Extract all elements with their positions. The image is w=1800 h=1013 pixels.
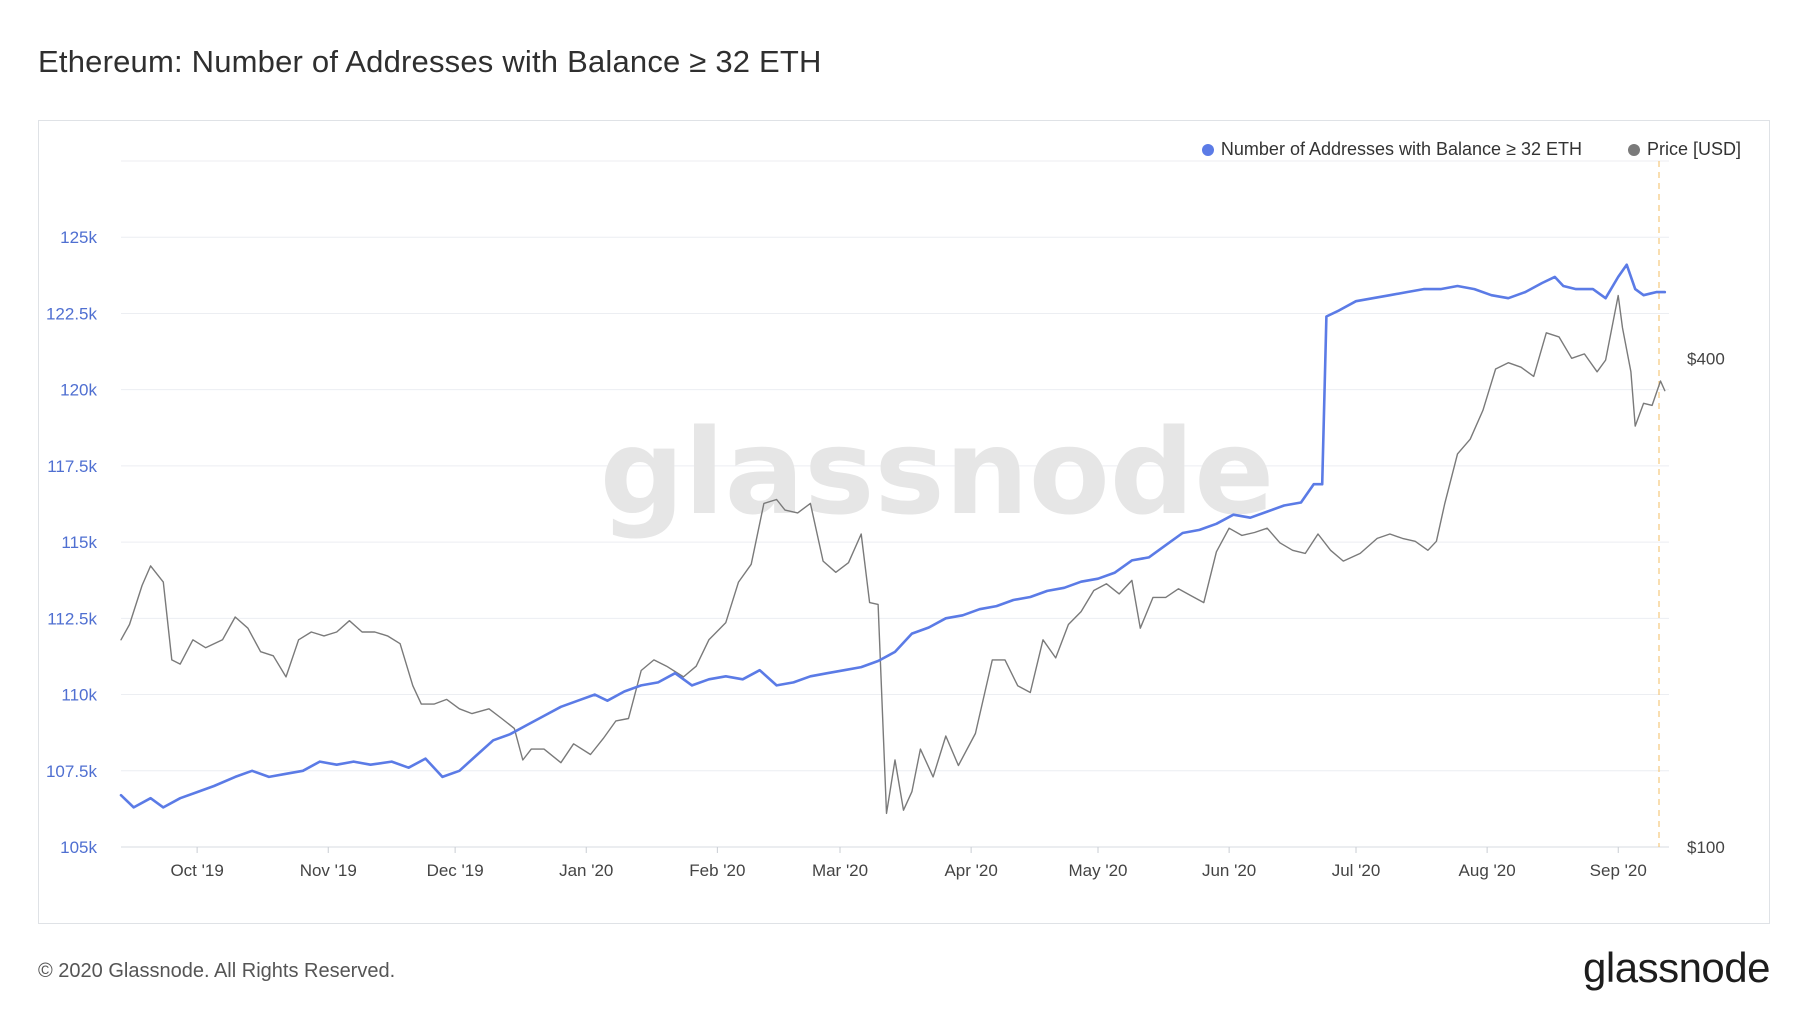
x-axis: Oct '19 Nov '19 Dec '19 Jan '20 Feb '20 Mar '… (170, 847, 1647, 880)
chart-panel: glassnode 105k 107.5k 110k 112.5k 115k 117.5k… (38, 120, 1770, 924)
right-axis-tick-label: $400 (1687, 349, 1725, 368)
x-axis-tick-label: Nov '19 (300, 861, 357, 880)
legend-label-addresses: Number of Addresses with Balance ≥ 32 ET… (1220, 139, 1582, 159)
right-axis: $100 $400 (1687, 349, 1725, 857)
legend-item-addresses[interactable]: Number of Addresses with Balance ≥ 32 ET… (1201, 139, 1582, 160)
grid (121, 160, 1669, 848)
x-axis-tick-label: May '20 (1069, 861, 1128, 880)
legend-item-price[interactable]: Price [USD] (1627, 139, 1741, 160)
x-axis-tick-label: Apr '20 (944, 861, 997, 880)
series-layer (119, 263, 1667, 815)
left-axis-tick-label: 110k (61, 686, 97, 705)
left-axis-tick-label: 122.5k (46, 304, 98, 323)
left-axis-tick-label: 105k (60, 838, 97, 857)
x-axis-tick-label: Oct '19 (170, 861, 223, 880)
legend-dot-price (1627, 143, 1640, 156)
x-axis-tick-label: Sep '20 (1590, 861, 1647, 880)
x-axis-tick-label: Feb '20 (689, 861, 745, 880)
x-axis-tick-label: Dec '19 (427, 861, 484, 880)
legend-dot-addresses (1201, 143, 1214, 156)
x-axis-tick-label: Mar '20 (812, 861, 868, 880)
x-axis-tick-label: Jun '20 (1202, 861, 1256, 880)
x-axis-tick-label: Jan '20 (559, 861, 613, 880)
left-axis-tick-label: 117.5k (47, 457, 97, 476)
left-axis-tick-label: 107.5k (46, 762, 98, 781)
copyright-text: © 2020 Glassnode. All Rights Reserved. (38, 960, 396, 982)
legend-label-price: Price [USD] (1646, 139, 1741, 159)
x-axis-tick-label: Jul '20 (1332, 861, 1381, 880)
left-axis-tick-label: 125k (60, 228, 97, 247)
left-axis-tick-label: 112.5k (47, 609, 97, 628)
right-axis-tick-label: $100 (1687, 838, 1725, 857)
left-axis-tick-label: 120k (60, 381, 97, 400)
watermark: glassnode (600, 403, 1275, 541)
glassnode-logo[interactable]: glassnode (1583, 944, 1770, 991)
left-axis-tick-label: 115k (61, 533, 97, 552)
legend: Number of Addresses with Balance ≥ 32 ET… (1201, 139, 1741, 160)
addresses-series-line[interactable] (119, 263, 1667, 809)
line-chart[interactable]: glassnode 105k 107.5k 110k 112.5k 115k 117.5k… (39, 121, 1769, 923)
x-axis-tick-label: Aug '20 (1459, 861, 1516, 880)
page-title: Ethereum: Number of Addresses with Balan… (38, 44, 822, 79)
price-series-line[interactable] (120, 294, 1666, 815)
left-axis: 105k 107.5k 110k 112.5k 115k 117.5k 120k 122.5k… (46, 228, 98, 857)
